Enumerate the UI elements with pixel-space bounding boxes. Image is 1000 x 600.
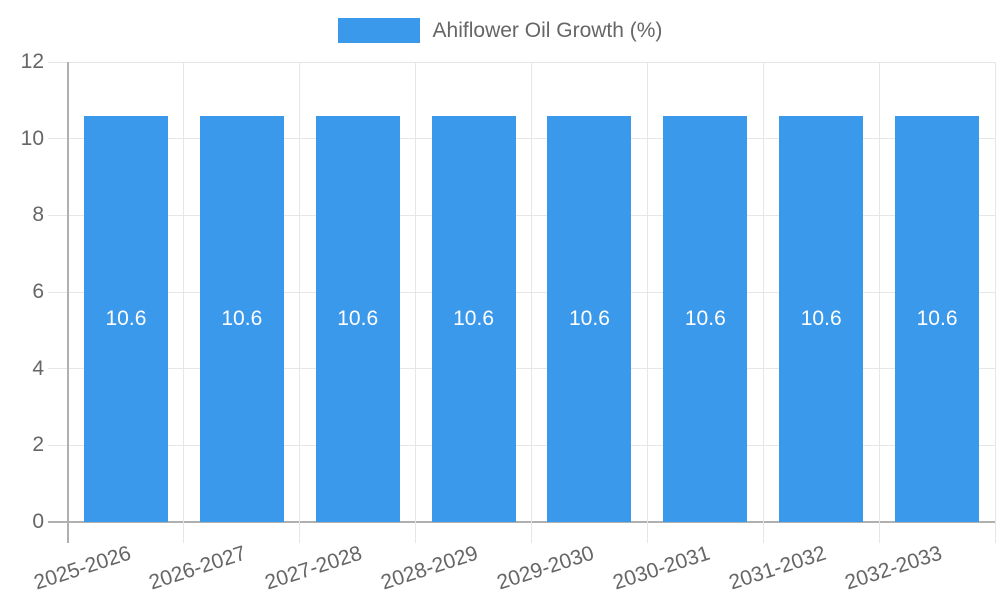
- bar-value-label: 10.6: [916, 306, 958, 330]
- x-tick-label: 2028-2029: [378, 541, 481, 595]
- y-tick-label: 10: [20, 126, 44, 150]
- bar-value-label: 10.6: [684, 306, 726, 330]
- bar-value-label: 10.6: [105, 306, 147, 330]
- y-tick-mark: [48, 368, 68, 370]
- y-tick-label: 2: [32, 433, 44, 457]
- bar[interactable]: 10.6: [83, 115, 168, 522]
- x-tick-label: 2030-2031: [610, 541, 713, 595]
- bar[interactable]: 10.6: [663, 115, 748, 522]
- legend-swatch: [337, 18, 420, 43]
- v-gridline: [646, 62, 648, 522]
- y-tick-mark: [48, 61, 68, 63]
- x-tick-label: 2027-2028: [262, 541, 366, 595]
- x-tick-mark: [183, 522, 185, 543]
- x-tick-label: 2031-2032: [725, 541, 829, 595]
- v-gridline: [531, 62, 532, 522]
- y-tick-label: 6: [32, 280, 44, 303]
- x-tick-label: 2025-2026: [30, 541, 134, 595]
- y-tick-mark: [48, 214, 68, 216]
- bar[interactable]: 10.6: [315, 115, 400, 522]
- plot-area: 10.6 10.6 10.6 10.6 10.6 10.6 10.6 10.6: [48, 61, 996, 543]
- x-tick-label: 2029-2030: [494, 541, 597, 595]
- v-gridline: [762, 62, 764, 522]
- bar-value-label: 10.6: [453, 306, 494, 330]
- bar-value-label: 10.6: [800, 306, 842, 330]
- v-gridline: [415, 62, 417, 522]
- legend: Ahiflower Oil Growth (%): [0, 18, 1000, 43]
- x-tick-mark: [646, 522, 648, 543]
- x-tick-mark: [415, 522, 417, 543]
- x-tick-mark: [762, 522, 764, 543]
- x-tick-label: 2032-2033: [841, 541, 945, 595]
- bar[interactable]: 10.6: [895, 115, 980, 522]
- y-tick-label: 12: [20, 50, 44, 73]
- bar-value-label: 10.6: [221, 306, 263, 330]
- bar-value-label: 10.6: [569, 306, 610, 330]
- y-tick-label: 0: [32, 510, 44, 533]
- y-tick-label: 4: [32, 356, 44, 380]
- x-tick-label: 2026-2027: [146, 541, 250, 595]
- y-tick-mark: [48, 291, 68, 293]
- bar[interactable]: 10.6: [431, 115, 516, 522]
- v-gridline: [878, 62, 880, 522]
- y-tick-mark: [48, 444, 68, 446]
- x-tick-mark: [67, 522, 69, 543]
- x-tick-mark: [994, 522, 996, 543]
- y-tick-mark: [48, 521, 68, 523]
- x-tick-mark: [531, 522, 532, 543]
- bar[interactable]: 10.6: [547, 115, 632, 522]
- x-tick-mark: [878, 522, 880, 543]
- bar[interactable]: 10.6: [779, 115, 864, 522]
- bar-value-label: 10.6: [337, 306, 379, 330]
- x-tick-mark: [299, 522, 301, 543]
- legend-item[interactable]: Ahiflower Oil Growth (%): [337, 18, 663, 43]
- bar[interactable]: 10.6: [199, 115, 284, 522]
- v-gridline: [183, 62, 185, 522]
- v-gridline: [994, 62, 996, 522]
- legend-label: Ahiflower Oil Growth (%): [432, 19, 663, 42]
- v-gridline: [299, 62, 301, 522]
- y-tick-label: 8: [32, 203, 44, 227]
- y-tick-mark: [48, 138, 68, 140]
- y-axis-line: [67, 62, 69, 522]
